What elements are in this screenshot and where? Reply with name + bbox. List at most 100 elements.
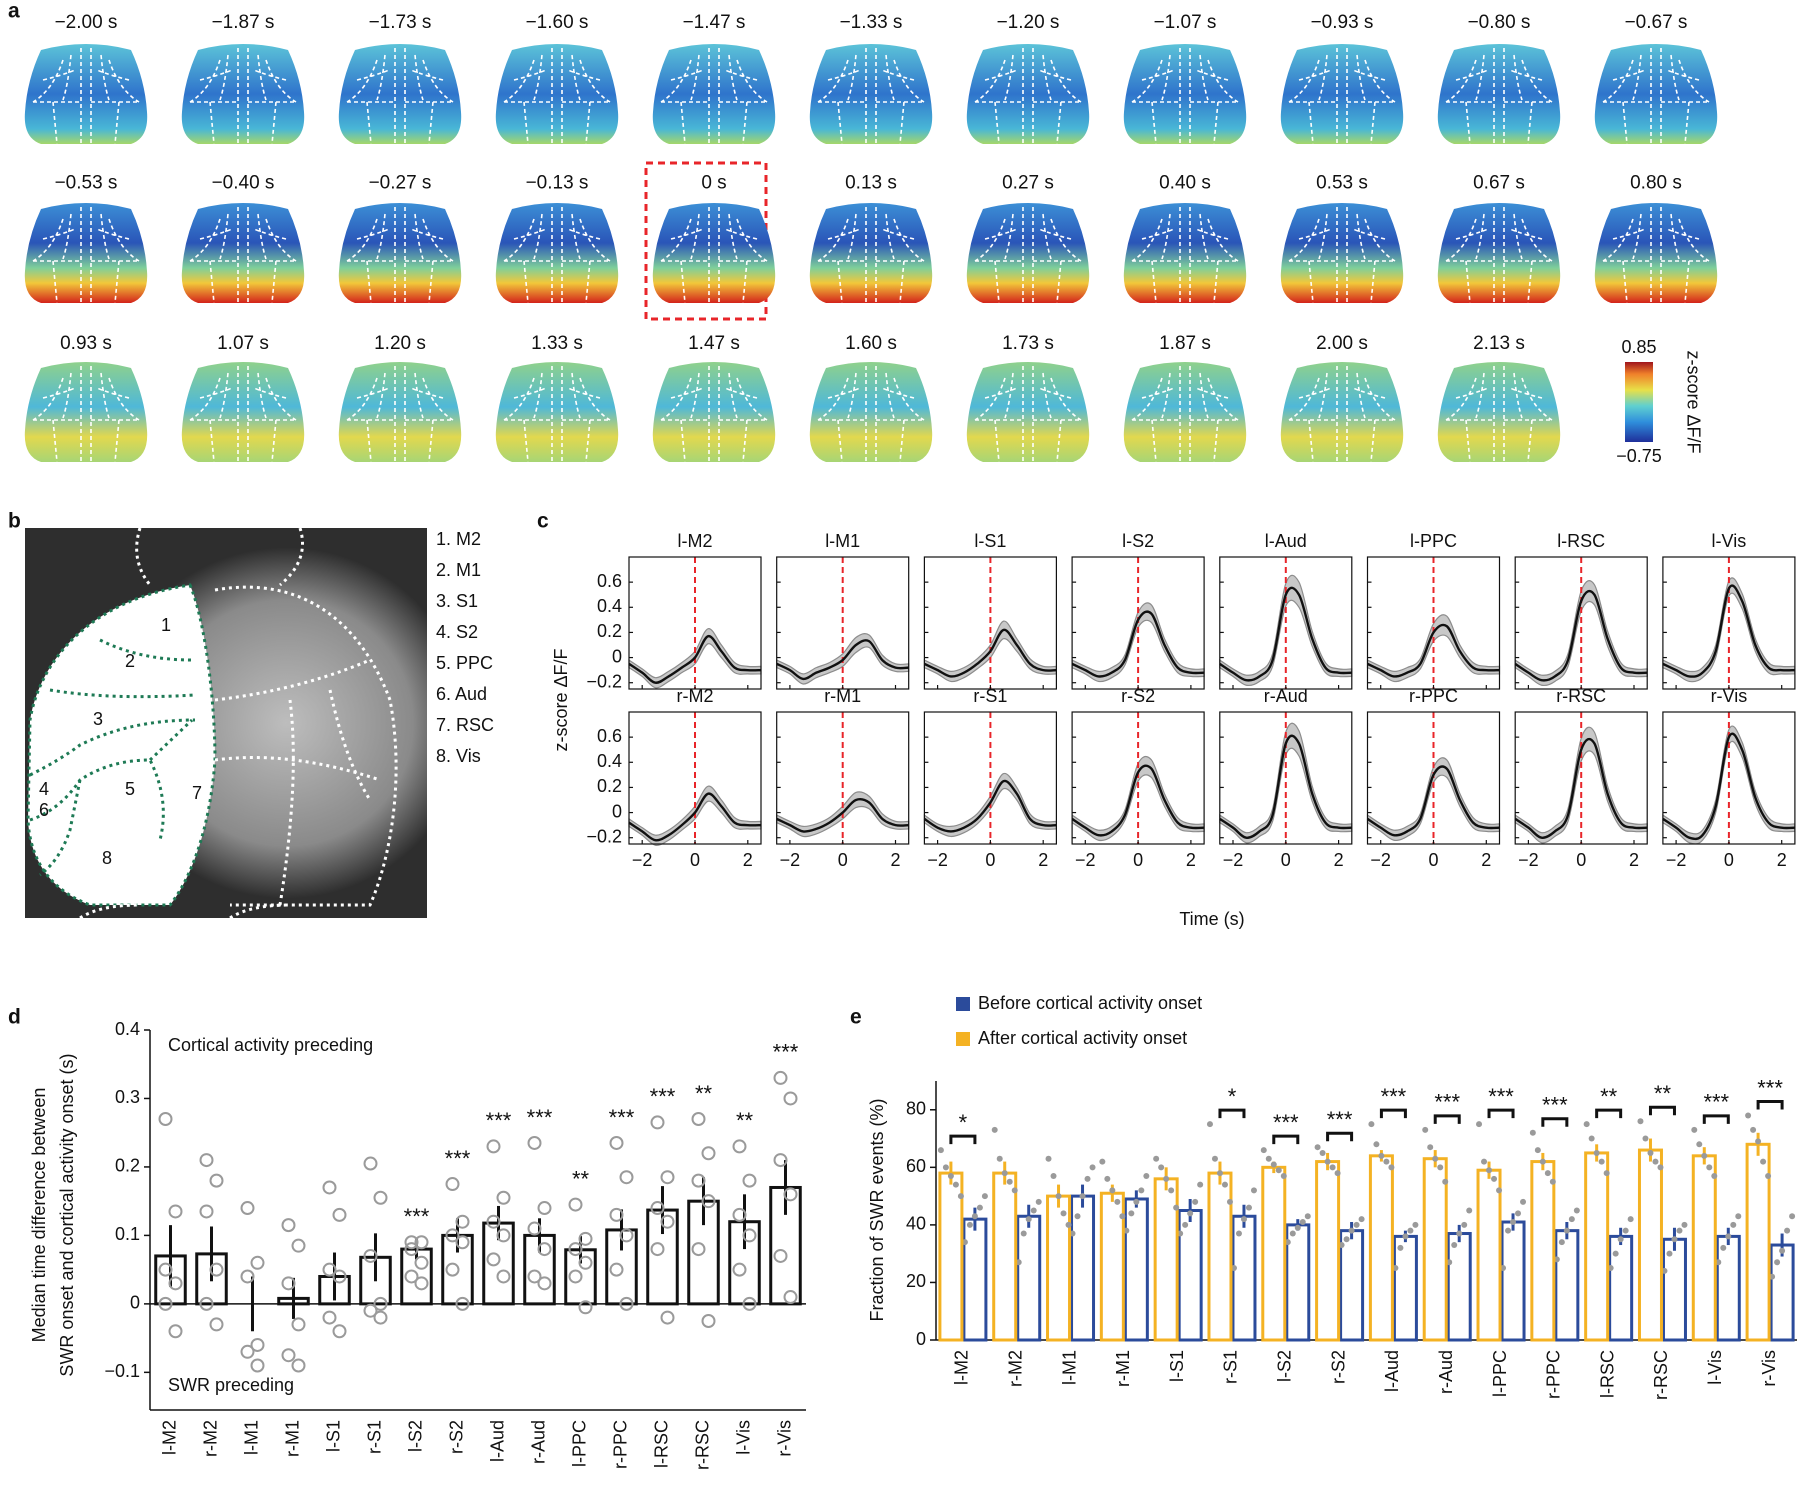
mean-line [1366, 623, 1500, 678]
y-tick-label: −0.2 [586, 671, 622, 691]
significance-bracket [1433, 1114, 1461, 1124]
data-point [1432, 1155, 1439, 1162]
y-tick-label: 60 [906, 1156, 926, 1176]
data-point [373, 1190, 388, 1205]
bar [1261, 1165, 1287, 1342]
data-point [414, 1276, 429, 1291]
mean-line [776, 639, 909, 681]
data-point [1334, 1170, 1341, 1177]
bar [1745, 1142, 1771, 1342]
y-tick-label: −0.1 [104, 1361, 140, 1381]
data-point [1407, 1227, 1414, 1234]
data-point [281, 1218, 296, 1233]
cortex-map [808, 361, 934, 462]
bar [1530, 1160, 1556, 1342]
data-point [1383, 1158, 1390, 1165]
subplot-title: r-M1 [824, 686, 861, 706]
data-point [578, 1231, 593, 1246]
data-point [1001, 1170, 1008, 1177]
x-tick-label: 2 [1186, 850, 1196, 870]
data-point [1583, 1121, 1590, 1128]
bar [1392, 1234, 1418, 1342]
subplot-title: r-M2 [677, 686, 714, 706]
data-point [1226, 1198, 1233, 1205]
cortex-map [181, 43, 306, 144]
subplot-title: r-Aud [1264, 686, 1308, 706]
x-tick-label: l-S2 [405, 1420, 425, 1452]
data-point [1197, 1181, 1204, 1188]
data-point [414, 1255, 429, 1270]
data-point [1168, 1187, 1175, 1194]
x-tick-label: −2 [1666, 850, 1687, 870]
mean-line [1071, 610, 1205, 678]
x-tick-label: l-PPC [569, 1420, 589, 1467]
time-label: 1.20 s [374, 333, 426, 354]
data-point [619, 1296, 634, 1311]
data-point [1358, 1216, 1365, 1223]
data-point [537, 1276, 552, 1291]
data-point [455, 1296, 470, 1311]
data-point [1128, 1210, 1135, 1217]
time-label: −0.80 s [1468, 12, 1531, 33]
data-point [1755, 1138, 1762, 1145]
data-point [199, 1204, 214, 1219]
data-point [1701, 1152, 1708, 1159]
data-point [1348, 1227, 1355, 1234]
significance: *** [1488, 1084, 1514, 1109]
data-point [445, 1228, 460, 1243]
time-label: −1.33 s [840, 12, 903, 33]
data-point [1681, 1221, 1688, 1228]
x-tick-label: l-PPC [1490, 1350, 1510, 1397]
region-number: 2 [125, 651, 135, 671]
x-tick-label: 0 [1133, 850, 1143, 870]
x-tick-label: r-PPC [1544, 1350, 1564, 1399]
significance: *** [1542, 1093, 1568, 1118]
data-point [1020, 1230, 1027, 1237]
time-label: −1.07 s [1154, 12, 1217, 33]
cortex-map [337, 361, 463, 462]
data-point [1216, 1170, 1223, 1177]
data-point [773, 1248, 788, 1263]
data-point [650, 1242, 665, 1257]
bar [1608, 1234, 1634, 1342]
y-tick-label: 40 [906, 1214, 926, 1234]
data-point [322, 1310, 337, 1325]
subplot-title: l-RSC [1557, 531, 1605, 551]
x-tick-label: l-M1 [1059, 1350, 1079, 1385]
data-point [650, 1201, 665, 1216]
bar [1769, 1243, 1795, 1342]
y-tick-label: 0 [916, 1329, 926, 1349]
subplot-title: r-S1 [973, 686, 1007, 706]
data-point [1378, 1152, 1385, 1159]
data-point [1529, 1129, 1536, 1136]
time-label: 0.13 s [845, 173, 897, 194]
cortex-map [651, 361, 777, 462]
data-point [1294, 1224, 1301, 1231]
time-label: 0.93 s [60, 333, 112, 354]
y-tick-label: 0.4 [115, 1019, 140, 1039]
data-point [1030, 1207, 1037, 1214]
x-tick-label: 0 [838, 850, 848, 870]
cortex-map [1123, 202, 1247, 303]
time-label: 0.53 s [1316, 173, 1368, 194]
data-point [996, 1155, 1003, 1162]
data-point [1593, 1149, 1600, 1156]
x-tick-label: 2 [1629, 850, 1639, 870]
region-legend: 5. PPC [436, 653, 493, 673]
data-point [496, 1190, 511, 1205]
data-point [1711, 1172, 1718, 1179]
subplot-title: r-PPC [1409, 686, 1458, 706]
data-point [1598, 1158, 1605, 1165]
data-point [199, 1296, 214, 1311]
y-tick-label: 0.6 [597, 726, 622, 746]
data-point [1329, 1164, 1336, 1171]
cortex-map [337, 43, 463, 144]
data-point [486, 1252, 501, 1267]
time-label: −1.60 s [526, 12, 589, 33]
subplot-title: l-M1 [825, 531, 860, 551]
x-tick-label: r-M1 [282, 1420, 302, 1457]
time-label: −0.27 s [369, 173, 432, 194]
data-point [1250, 1187, 1257, 1194]
data-point [1515, 1210, 1522, 1217]
